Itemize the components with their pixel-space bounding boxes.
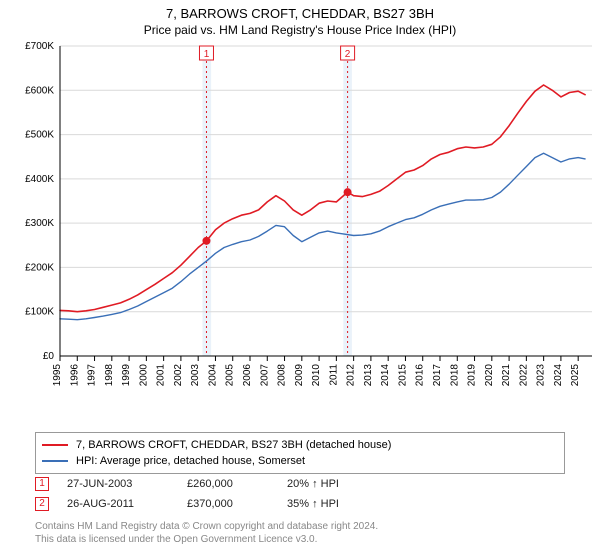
sale-marker-icon: 2 [35, 497, 49, 511]
sales-table: 1 27-JUN-2003 £260,000 20% ↑ HPI 2 26-AU… [35, 474, 565, 514]
svg-text:2013: 2013 [363, 364, 374, 387]
svg-text:2008: 2008 [277, 364, 288, 387]
footer-line: Contains HM Land Registry data © Crown c… [35, 520, 575, 533]
sale-delta: 20% ↑ HPI [287, 478, 387, 490]
svg-text:2011: 2011 [328, 364, 339, 386]
sale-price: £260,000 [187, 478, 287, 490]
sale-price: £370,000 [187, 498, 287, 510]
svg-text:1999: 1999 [121, 364, 132, 387]
svg-text:1995: 1995 [52, 364, 63, 387]
svg-text:2002: 2002 [173, 364, 184, 387]
sale-date: 27-JUN-2003 [67, 478, 187, 490]
svg-text:2024: 2024 [553, 364, 564, 387]
page-title: 7, BARROWS CROFT, CHEDDAR, BS27 3BH [0, 0, 600, 21]
svg-text:1996: 1996 [69, 364, 80, 387]
sale-delta: 35% ↑ HPI [287, 498, 387, 510]
page-subtitle: Price paid vs. HM Land Registry's House … [0, 21, 600, 37]
svg-text:2006: 2006 [242, 364, 253, 387]
svg-text:1998: 1998 [104, 364, 115, 387]
legend-swatch-property [42, 444, 68, 446]
svg-text:2009: 2009 [294, 364, 305, 387]
svg-text:£0: £0 [43, 351, 55, 362]
svg-text:2010: 2010 [311, 364, 322, 387]
footer-attribution: Contains HM Land Registry data © Crown c… [35, 520, 575, 546]
price-chart: £0 £100K £200K £300K £400K £500K £600K £700K 199… [0, 38, 600, 428]
svg-text:£400K: £400K [25, 174, 54, 185]
svg-text:£200K: £200K [25, 262, 54, 273]
svg-text:2019: 2019 [467, 364, 478, 387]
table-row: 1 27-JUN-2003 £260,000 20% ↑ HPI [35, 474, 565, 494]
svg-text:2021: 2021 [501, 364, 512, 387]
svg-text:£300K: £300K [25, 218, 54, 229]
svg-text:£600K: £600K [25, 85, 54, 96]
svg-text:2023: 2023 [536, 364, 547, 387]
table-row: 2 26-AUG-2011 £370,000 35% ↑ HPI [35, 494, 565, 514]
svg-text:2016: 2016 [415, 364, 426, 387]
svg-text:2003: 2003 [190, 364, 201, 387]
legend-item-hpi: HPI: Average price, detached house, Some… [42, 453, 558, 469]
svg-text:2017: 2017 [432, 364, 443, 387]
svg-text:1997: 1997 [87, 364, 98, 387]
legend-swatch-hpi [42, 460, 68, 462]
sale-date: 26-AUG-2011 [67, 498, 187, 510]
svg-text:£500K: £500K [25, 130, 54, 141]
svg-text:2004: 2004 [207, 364, 218, 387]
svg-text:2018: 2018 [449, 364, 460, 387]
svg-text:2000: 2000 [138, 364, 149, 387]
svg-text:£100K: £100K [25, 307, 54, 318]
svg-text:2025: 2025 [570, 364, 581, 387]
svg-text:2012: 2012 [346, 364, 357, 387]
svg-text:2007: 2007 [259, 364, 270, 387]
sale-marker-icon: 1 [35, 477, 49, 491]
legend-label: HPI: Average price, detached house, Some… [76, 453, 305, 469]
svg-text:£700K: £700K [25, 41, 54, 52]
svg-text:2005: 2005 [225, 364, 236, 387]
svg-text:2: 2 [345, 49, 351, 60]
svg-text:1: 1 [204, 49, 210, 60]
svg-text:2022: 2022 [518, 364, 529, 387]
svg-text:2020: 2020 [484, 364, 495, 387]
legend-item-property: 7, BARROWS CROFT, CHEDDAR, BS27 3BH (det… [42, 437, 558, 453]
legend: 7, BARROWS CROFT, CHEDDAR, BS27 3BH (det… [35, 432, 565, 474]
svg-text:2001: 2001 [156, 364, 167, 387]
svg-text:2015: 2015 [397, 364, 408, 387]
legend-label: 7, BARROWS CROFT, CHEDDAR, BS27 3BH (det… [76, 437, 391, 453]
footer-line: This data is licensed under the Open Gov… [35, 533, 575, 546]
svg-text:2014: 2014 [380, 364, 391, 387]
